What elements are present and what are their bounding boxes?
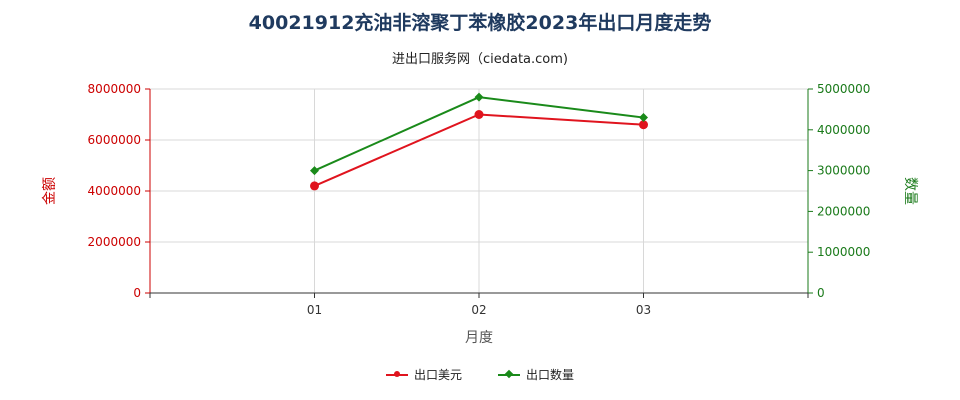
x-tick-label: 01 [307,303,322,317]
legend-swatch-export-usd [385,370,408,377]
data-point-circle[interactable] [474,110,484,119]
x-tick-label: 03 [636,303,651,317]
y-left-tick-label: 0 [133,286,141,300]
y-right-tick-label: 2000000 [817,204,870,218]
y-right-tick-label: 4000000 [817,123,870,137]
y-left-tick-label: 6000000 [88,133,141,147]
x-tick-label: 02 [471,303,486,317]
tick-labels: 0 2000000 4000000 6000000 8000000 0 1000000 200… [88,82,871,317]
y-right-tick-label: 5000000 [817,82,870,96]
y-left-tick-label: 8000000 [88,82,141,96]
data-point-diamond[interactable] [310,166,319,176]
legend-item-export-qty[interactable]: 出口数量 [498,366,574,383]
legend-label-export-qty: 出口数量 [526,368,575,382]
chart-subtitle: 进出口服务网（ciedata.com) [391,52,568,67]
data-point-circle[interactable] [639,120,648,130]
legend-marker-diamond [504,369,514,378]
data-point-circle[interactable] [310,181,319,191]
y-axis-right-title: 数量 [902,177,918,205]
legend-item-export-usd[interactable]: 出口美元 [385,366,462,383]
y-right-tick-label: 3000000 [817,164,870,178]
x-axis-title: 月度 [465,330,493,346]
y-axis-left-title: 金额 [42,177,58,205]
y-left-tick-label: 2000000 [88,235,141,249]
data-point-diamond[interactable] [639,113,648,123]
data-point-diamond[interactable] [474,92,484,102]
legend-marker-circle [393,370,400,377]
legend: 出口美元 出口数量 [0,366,960,383]
axes [145,88,813,298]
y-left-tick-label: 4000000 [88,184,141,198]
series-layer [310,92,648,191]
grid-lines [150,88,809,293]
legend-swatch-export-qty [498,369,520,378]
y-right-tick-label: 0 [817,286,825,300]
y-right-tick-label: 1000000 [817,245,870,259]
chart-title: 40021912充油非溶聚丁苯橡胶2023年出口月度走势 [248,12,712,34]
legend-label-export-usd: 出口美元 [413,368,462,382]
